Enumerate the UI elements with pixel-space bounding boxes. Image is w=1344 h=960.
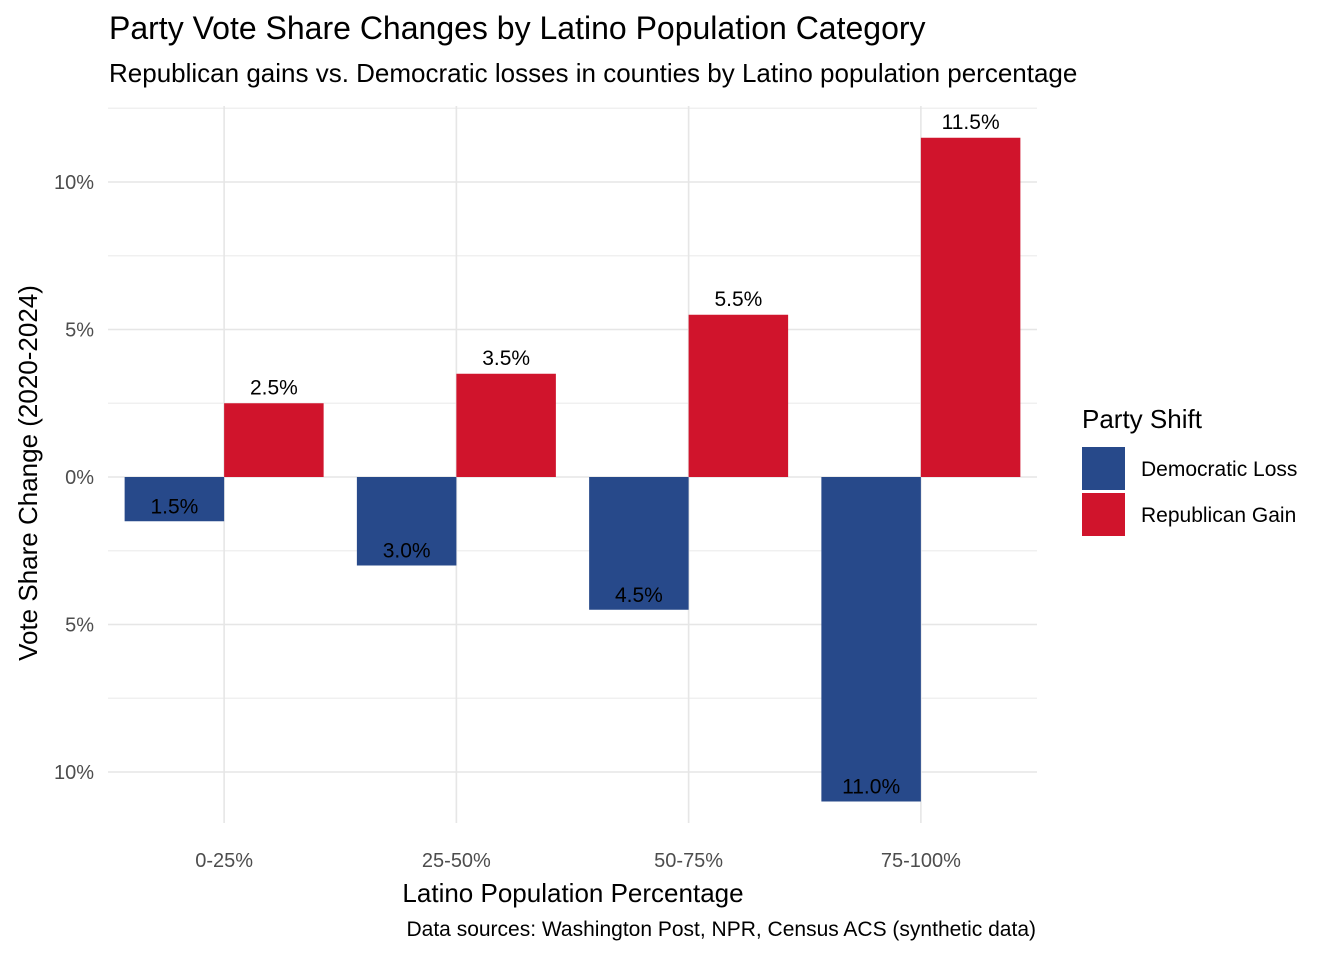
data-labels: 1.5% 3.0% 4.5% 11.0% 2.5% 3.5% 5.5% 11.5% (150, 111, 999, 799)
x-tick-label: 75-100% (881, 850, 961, 872)
x-tick-label: 0-25% (195, 850, 253, 872)
chart-subtitle: Republican gains vs. Democratic losses i… (109, 58, 1078, 88)
bar-republican-gain-3 (920, 137, 1021, 477)
chart-title: Party Vote Share Changes by Latino Popul… (109, 10, 926, 46)
bar-democratic-loss-0 (124, 477, 225, 522)
x-axis-title: Latino Population Percentage (402, 878, 743, 908)
data-label: 5.5% (714, 288, 762, 311)
legend-label: Democratic Loss (1141, 458, 1297, 481)
legend-key-democratic-loss (1082, 447, 1125, 490)
data-label: 4.5% (615, 584, 663, 607)
y-tick-label: 5% (65, 320, 94, 342)
bar-democratic-loss-3 (821, 477, 921, 802)
data-label: 1.5% (150, 495, 198, 518)
x-tick-label: 50-75% (654, 850, 723, 872)
bar-republican-gain-0 (224, 403, 324, 477)
data-label: 11.0% (842, 776, 900, 799)
x-axis-ticks: 0-25% 25-50% 50-75% 75-100% (195, 850, 961, 872)
y-axis-title: Vote Share Change (2020-2024) (13, 285, 43, 661)
y-tick-label: 10% (54, 762, 94, 784)
legend-key-republican-gain (1082, 493, 1125, 536)
data-label: 3.0% (383, 540, 431, 563)
legend: Party Shift Democratic Loss Republican Ga… (1082, 404, 1297, 536)
chart-caption: Data sources: Washington Post, NPR, Cens… (406, 918, 1037, 941)
legend-label: Republican Gain (1141, 504, 1296, 527)
data-label: 2.5% (250, 376, 298, 399)
y-tick-label: 10% (54, 172, 94, 194)
bar-democratic-loss-2 (589, 477, 689, 610)
data-label: 11.5% (942, 111, 1000, 134)
bar-democratic-loss-1 (356, 477, 457, 566)
y-tick-label: 5% (65, 615, 94, 637)
y-tick-label: 0% (65, 467, 94, 489)
legend-title: Party Shift (1082, 404, 1203, 434)
y-axis-ticks: 10% 5% 0% 5% 10% (54, 172, 94, 784)
x-tick-label: 25-50% (422, 850, 491, 872)
data-label: 3.5% (482, 347, 530, 370)
bar-republican-gain-1 (456, 373, 556, 477)
bar-republican-gain-2 (688, 314, 789, 477)
bars (124, 137, 1021, 802)
